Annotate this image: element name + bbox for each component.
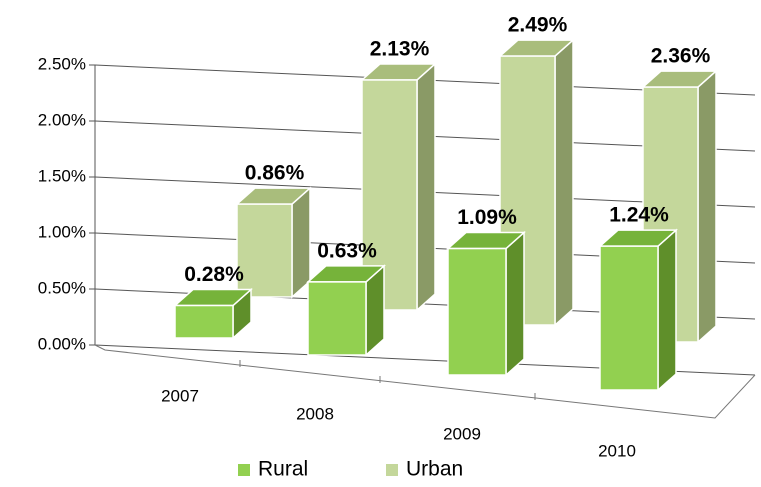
- y-tick-label: 1.50%: [38, 166, 86, 185]
- value-label: 2.36%: [651, 45, 711, 68]
- y-tick-label: 0.00%: [38, 334, 86, 353]
- bar: [236, 203, 293, 298]
- x-tick-label: 2009: [443, 424, 481, 443]
- bar: [599, 245, 659, 391]
- y-tick-label: 0.50%: [38, 278, 86, 297]
- value-label: 0.86%: [245, 162, 305, 185]
- value-label: 1.24%: [609, 204, 669, 227]
- bar-side: [416, 62, 436, 312]
- legend-swatch: [238, 464, 250, 476]
- legend-label: Rural: [258, 458, 308, 481]
- value-label: 2.13%: [370, 38, 430, 61]
- value-label: 2.49%: [508, 14, 568, 37]
- legend-swatch: [386, 464, 398, 476]
- bar-side: [657, 228, 677, 392]
- bar-side: [505, 230, 525, 377]
- value-label: 1.09%: [457, 206, 517, 229]
- y-tick-label: 1.00%: [38, 222, 86, 241]
- x-tick-label: 2007: [161, 386, 199, 405]
- bar-side: [697, 69, 717, 344]
- bar: [307, 281, 367, 356]
- bar: [447, 247, 507, 376]
- bar-side: [291, 186, 311, 299]
- value-label: 0.63%: [317, 239, 377, 262]
- value-label: 0.28%: [184, 263, 244, 286]
- legend-label: Urban: [406, 458, 463, 481]
- y-tick-label: 2.00%: [38, 110, 86, 129]
- floor-edge: [94, 344, 756, 419]
- x-tick-label: 2008: [296, 404, 334, 423]
- bar-side: [554, 38, 574, 327]
- y-tick-label: 2.50%: [38, 54, 86, 73]
- bar: [174, 304, 234, 339]
- x-tick-label: 2010: [598, 441, 636, 460]
